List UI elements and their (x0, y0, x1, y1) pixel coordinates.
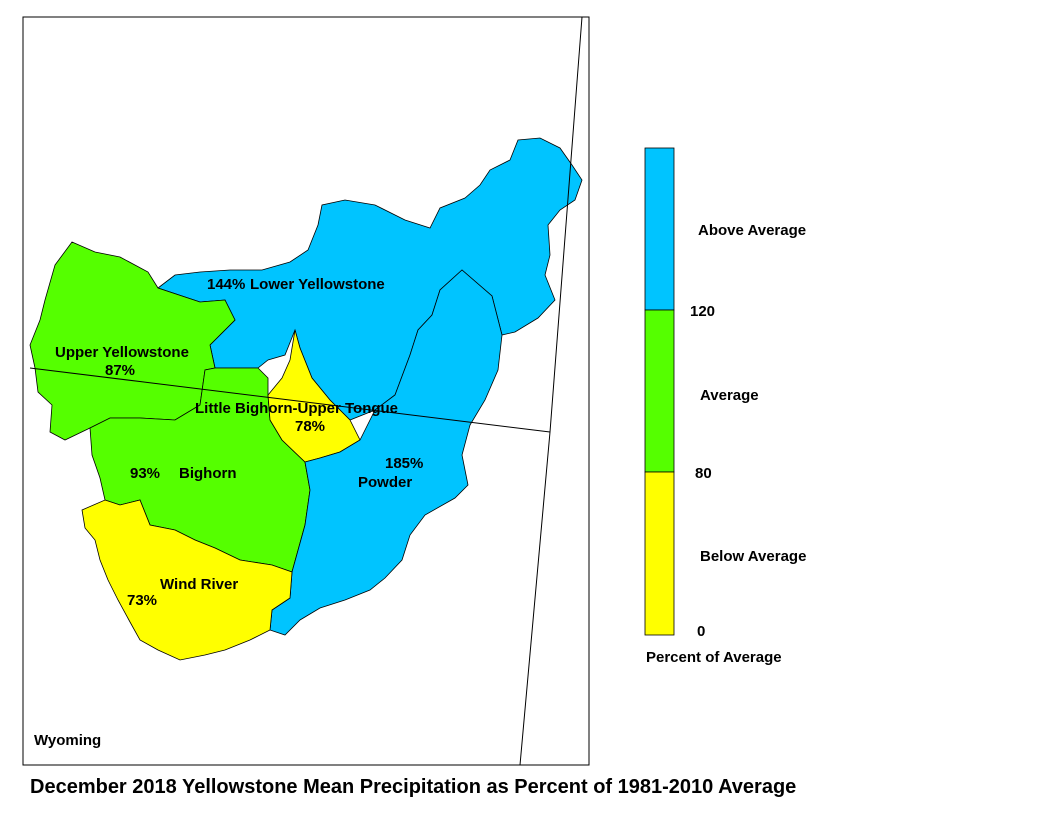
legend-break-120: 120 (690, 303, 715, 320)
basin-lower-yellowstone (157, 137, 583, 421)
little-bighorn-upper-tongue-percent: 78% (295, 418, 325, 435)
powder-percent: 185% (385, 455, 423, 472)
lower-yellowstone-name: Lower Yellowstone (250, 276, 385, 293)
upper-yellowstone-name: Upper Yellowstone (55, 344, 189, 361)
legend-break-0: 0 (697, 623, 705, 640)
legend-swatch-below (644, 471, 675, 636)
legend-label-average: Average (700, 387, 759, 404)
basin-wind-river (81, 499, 293, 661)
legend-swatch-average (644, 309, 675, 473)
map-title: December 2018 Yellowstone Mean Precipita… (30, 776, 796, 798)
wind-river-percent: 73% (127, 592, 157, 609)
little-bighorn-upper-tongue-name: Little Bighorn-Upper Tongue (195, 400, 398, 417)
basin-labels: 144% Lower Yellowstone Upper Yellowstone… (55, 276, 423, 609)
wind-river-name: Wind River (160, 576, 238, 593)
bighorn-name: Bighorn (179, 465, 237, 482)
state-label: Wyoming (34, 732, 101, 749)
state-boundaries (29, 16, 583, 766)
legend: Above Average Average Below Average 120 … (644, 147, 806, 666)
legend-label-above: Above Average (698, 222, 806, 239)
legend-caption: Percent of Average (646, 649, 782, 666)
montana-wyoming-border (29, 367, 551, 433)
legend-break-80: 80 (695, 465, 712, 482)
legend-label-below: Below Average (700, 548, 806, 565)
upper-yellowstone-percent: 87% (105, 362, 135, 379)
bighorn-percent: 93% (130, 465, 160, 482)
lower-yellowstone-percent: 144% (207, 276, 245, 293)
legend-swatch-above (644, 147, 675, 311)
powder-name: Powder (358, 474, 412, 491)
eastern-state-border (519, 16, 583, 766)
